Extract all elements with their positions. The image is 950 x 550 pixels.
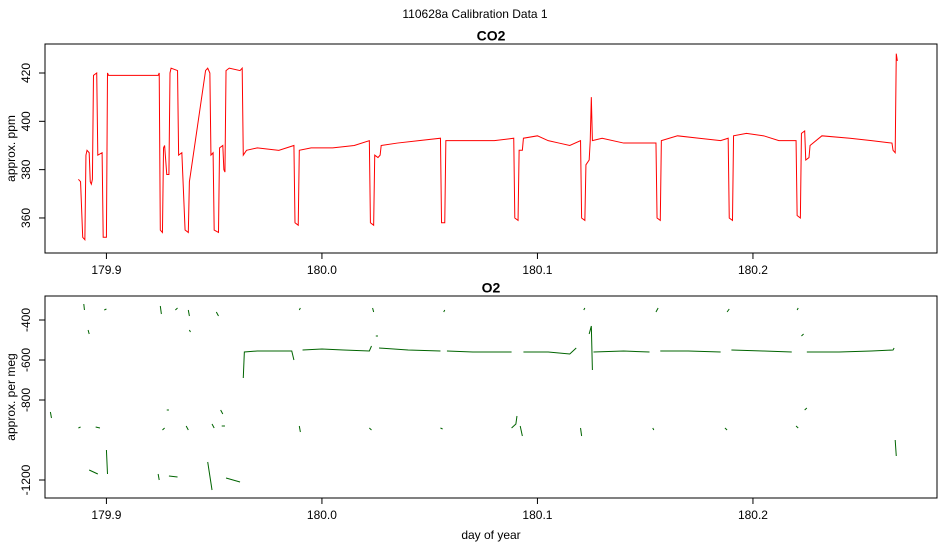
y-tick-label: 380 [19, 159, 33, 179]
plot-frame [44, 295, 938, 499]
x-tick-label: 179.9 [91, 263, 121, 277]
x-tick-label: 180.1 [522, 508, 552, 522]
plot-frame [44, 43, 938, 254]
x-axis-label: day of year [461, 528, 520, 542]
x-tick-label: 180.2 [738, 508, 768, 522]
y-tick-label: -800 [19, 388, 33, 412]
y-tick-label: 420 [19, 63, 33, 83]
y-tick-label: -1200 [19, 464, 33, 495]
y-tick-label: 360 [19, 208, 33, 228]
panel-title: CO2 [477, 28, 506, 44]
y-axis-label: approx. per meg [4, 353, 18, 440]
x-tick-label: 180.0 [307, 263, 337, 277]
page-title: 110628a Calibration Data 1 [402, 7, 548, 21]
x-tick-label: 180.2 [738, 263, 768, 277]
y-axis-label: approx. ppm [4, 115, 18, 182]
x-tick-label: 179.9 [91, 508, 121, 522]
data-line [78, 53, 898, 242]
panel-title: O2 [482, 280, 501, 296]
x-tick-label: 180.0 [307, 508, 337, 522]
y-tick-label: -600 [19, 348, 33, 372]
y-tick-label: 400 [19, 111, 33, 131]
x-tick-label: 180.1 [522, 263, 552, 277]
y-tick-label: -400 [19, 308, 33, 332]
data-line [49, 303, 897, 491]
